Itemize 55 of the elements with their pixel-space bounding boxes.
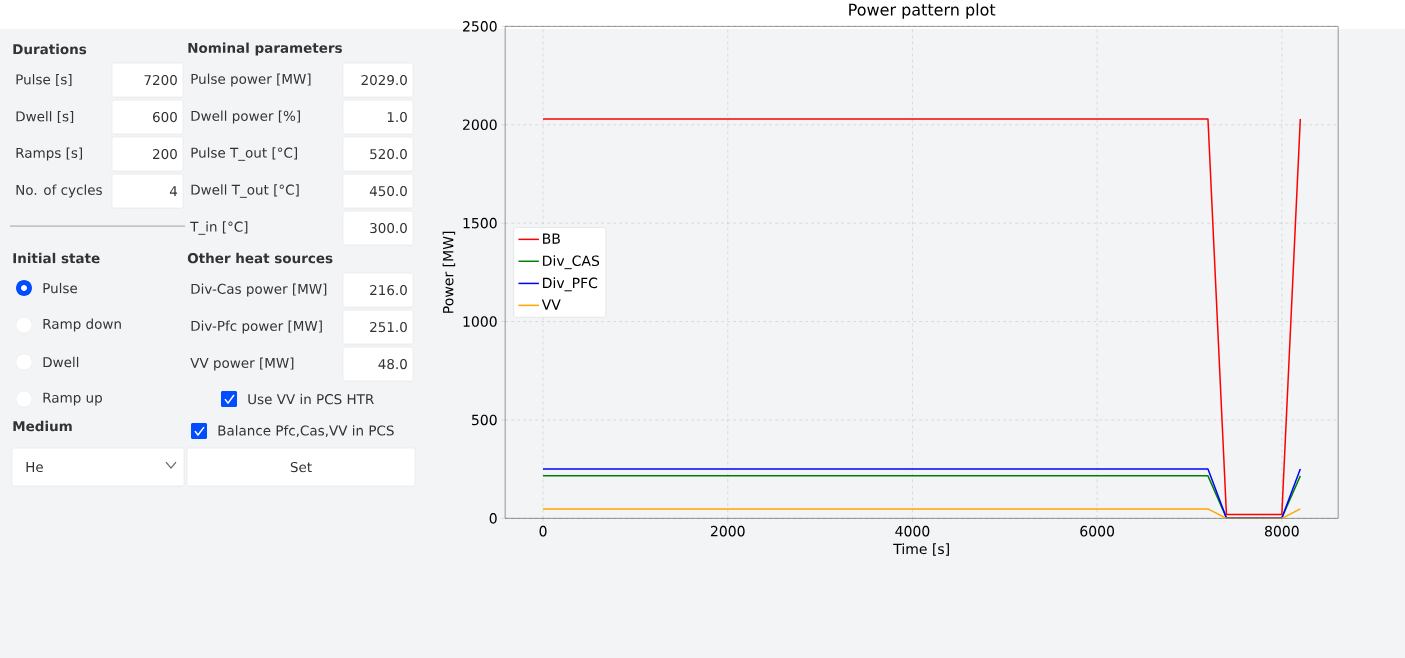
text: Initial state bbox=[13, 252, 100, 264]
text: Dwell power [%] bbox=[191, 110, 300, 124]
text: No. of cycles bbox=[16, 184, 102, 198]
text: Set bbox=[290, 461, 312, 473]
text: 1.0 bbox=[387, 111, 407, 123]
text: 251.0 bbox=[370, 321, 407, 333]
text: Div-Cas power [MW] bbox=[191, 283, 327, 297]
text: 300.0 bbox=[370, 222, 407, 234]
text: 48.0 bbox=[378, 358, 407, 370]
text: Dwell [s] bbox=[16, 111, 74, 124]
y-tick-label: 1000 bbox=[463, 316, 497, 327]
y-tick-label: 500 bbox=[471, 414, 497, 426]
text: Durations bbox=[13, 43, 87, 55]
text: Other heat sources bbox=[187, 252, 333, 264]
text: 7200 bbox=[144, 74, 177, 86]
text: T_in [°C] bbox=[190, 221, 248, 235]
text: 200 bbox=[153, 148, 177, 160]
text: 216.0 bbox=[370, 284, 407, 296]
x-tick-label: 4000 bbox=[895, 525, 930, 537]
text: Pulse bbox=[43, 282, 78, 294]
text: VV power [MW] bbox=[190, 357, 294, 371]
x-tick-label: 6000 bbox=[1080, 525, 1115, 537]
text: Div-Pfc power [MW] bbox=[191, 320, 322, 334]
text: Ramp down bbox=[43, 318, 121, 332]
text: Balance Pfc,Cas,VV in PCS bbox=[218, 425, 394, 437]
y-tick-label: 2000 bbox=[463, 119, 497, 131]
legend-label: BB bbox=[543, 233, 560, 244]
text: Dwell T_out [°C] bbox=[191, 184, 299, 198]
y-tick-label: 1500 bbox=[463, 217, 497, 229]
text: Nominal parameters bbox=[188, 42, 342, 56]
text: 450.0 bbox=[369, 185, 407, 197]
text: 2029.0 bbox=[361, 74, 407, 86]
x-tick-label: 0 bbox=[539, 525, 547, 537]
y-tick-label: 2500 bbox=[463, 21, 497, 32]
text: 600 bbox=[152, 111, 177, 123]
x-axis-title: Time [s] bbox=[893, 543, 949, 556]
x-tick-label: 2000 bbox=[710, 525, 745, 537]
text: Ramp up bbox=[43, 392, 102, 406]
x-tick-label: 8000 bbox=[1264, 525, 1299, 537]
text: Use VV in PCS HTR bbox=[248, 393, 374, 405]
chart-title: Power pattern plot bbox=[849, 3, 996, 19]
text: Pulse [s] bbox=[16, 74, 72, 87]
text: Dwell bbox=[43, 356, 79, 368]
text: Medium bbox=[13, 420, 72, 432]
y-axis-title: Power [MW] bbox=[442, 231, 456, 313]
legend-label: Div_CAS bbox=[543, 255, 600, 270]
legend-label: Div_PFC bbox=[543, 277, 598, 292]
legend-label: VV bbox=[541, 299, 561, 310]
y-tick-label: 0 bbox=[489, 513, 497, 524]
text: 520.0 bbox=[370, 148, 407, 160]
text: Ramps [s] bbox=[16, 147, 82, 161]
text: He bbox=[26, 462, 43, 473]
text: 4 bbox=[169, 186, 178, 196]
text: Pulse T_out [°C] bbox=[191, 147, 297, 161]
text: Pulse power [MW] bbox=[191, 73, 311, 87]
